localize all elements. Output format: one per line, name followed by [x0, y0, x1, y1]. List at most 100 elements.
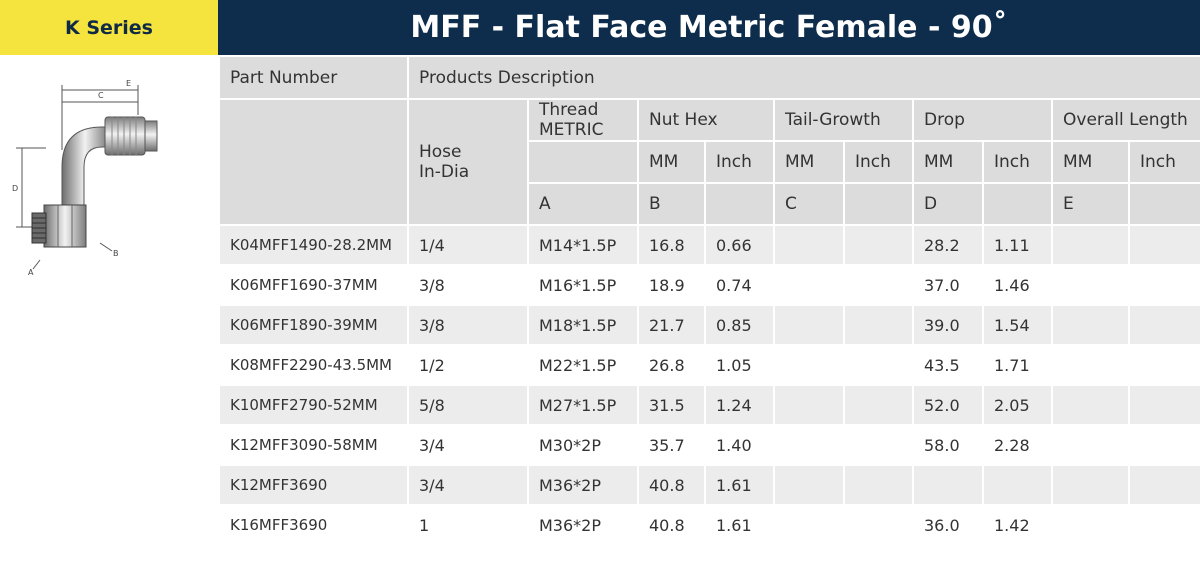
- elbow-fitting-diagram: E C D A B: [12, 79, 158, 277]
- header-nut-mm: MM: [637, 140, 706, 184]
- cell-nut-inch: 1.61: [704, 464, 775, 506]
- cell-part-number: K12MFF3690: [218, 464, 409, 506]
- cell-part-number: K10MFF2790-52MM: [218, 384, 409, 426]
- cell-length-inch: [1127, 224, 1200, 266]
- cell-length-mm: [1051, 344, 1130, 386]
- header-thread-metric: Thread METRIC: [527, 98, 639, 142]
- header-tail-inch: Inch: [843, 140, 914, 184]
- spec-table: Part Number Products Description Hose In…: [218, 55, 1200, 546]
- cell-thread: M36*2P: [527, 504, 639, 546]
- cell-drop-mm: 43.5: [912, 344, 984, 386]
- cell-thread: M16*1.5P: [527, 264, 639, 306]
- table-row: K06MFF1890-39MM 3/8 M18*1.5P 21.7 0.85 3…: [218, 304, 1200, 346]
- cell-drop-inch: 2.05: [982, 384, 1053, 426]
- table-row: K04MFF1490-28.2MM 1/4 M14*1.5P 16.8 0.66…: [218, 224, 1200, 266]
- cell-drop-inch: 1.11: [982, 224, 1053, 266]
- cell-nut-inch: 1.61: [704, 504, 775, 546]
- cell-nut-mm: 21.7: [637, 304, 706, 346]
- dim-a-label: A: [28, 268, 34, 277]
- cell-length-inch: [1127, 464, 1200, 506]
- cell-drop-mm: 58.0: [912, 424, 984, 466]
- cell-length-inch: [1127, 304, 1200, 346]
- cell-length-mm: [1051, 384, 1130, 426]
- cell-nut-inch: 0.66: [704, 224, 775, 266]
- page-title: MFF - Flat Face Metric Female - 90˚: [410, 10, 1008, 45]
- cell-drop-inch: 1.46: [982, 264, 1053, 306]
- header-letter-c-blank: [843, 182, 914, 226]
- cell-hose: 3/4: [407, 464, 529, 506]
- cell-length-mm: [1051, 424, 1130, 466]
- cell-tail-mm: [773, 304, 845, 346]
- cell-nut-inch: 1.05: [704, 344, 775, 386]
- cell-part-number: K08MFF2290-43.5MM: [218, 344, 409, 386]
- cell-nut-mm: 40.8: [637, 464, 706, 506]
- cell-nut-mm: 40.8: [637, 504, 706, 546]
- table-row: K12MFF3690 3/4 M36*2P 40.8 1.61: [218, 464, 1200, 506]
- cell-length-inch: [1127, 344, 1200, 386]
- header-products-description: Products Description: [406, 55, 1200, 100]
- cell-nut-mm: 31.5: [637, 384, 706, 426]
- table-body: K04MFF1490-28.2MM 1/4 M14*1.5P 16.8 0.66…: [218, 224, 1200, 546]
- cell-tail-mm: [773, 384, 845, 426]
- header-letter-d: D: [912, 182, 984, 226]
- dim-d-label: D: [12, 184, 18, 193]
- series-label: K Series: [65, 16, 153, 39]
- header-tail-mm: MM: [773, 140, 845, 184]
- cell-tail-inch: [843, 304, 914, 346]
- cell-tail-inch: [843, 344, 914, 386]
- header-hose-line1: Hose: [419, 142, 462, 162]
- header-letter-e: E: [1051, 182, 1130, 226]
- cell-drop-mm: 36.0: [912, 504, 984, 546]
- header-nut-hex: Nut Hex: [637, 98, 775, 142]
- cell-nut-inch: 0.74: [704, 264, 775, 306]
- cell-tail-inch: [843, 224, 914, 266]
- header-letter-b: B: [637, 182, 706, 226]
- cell-tail-mm: [773, 464, 845, 506]
- cell-tail-mm: [773, 344, 845, 386]
- cell-nut-mm: 35.7: [637, 424, 706, 466]
- cell-drop-inch: 1.42: [982, 504, 1053, 546]
- cell-length-inch: [1127, 384, 1200, 426]
- cell-tail-inch: [843, 424, 914, 466]
- dim-b-label: B: [113, 249, 119, 258]
- cell-length-inch: [1127, 504, 1200, 546]
- dim-e-label: E: [126, 79, 131, 88]
- header-letter-c: C: [773, 182, 845, 226]
- cell-tail-mm: [773, 504, 845, 546]
- series-badge: K Series: [0, 0, 218, 55]
- cell-thread: M36*2P: [527, 464, 639, 506]
- cell-part-number: K04MFF1490-28.2MM: [218, 224, 409, 266]
- cell-hose: 3/8: [407, 264, 529, 306]
- cell-hose: 1/4: [407, 224, 529, 266]
- cell-length-mm: [1051, 304, 1130, 346]
- cell-nut-mm: 16.8: [637, 224, 706, 266]
- header-thread-line2: METRIC: [539, 120, 604, 140]
- header-hose-in-dia: Hose In-Dia: [407, 98, 529, 226]
- cell-drop-inch: [982, 464, 1053, 506]
- cell-thread: M30*2P: [527, 424, 639, 466]
- table-row: K06MFF1690-37MM 3/8 M16*1.5P 18.9 0.74 3…: [218, 264, 1200, 306]
- cell-hose: 5/8: [407, 384, 529, 426]
- cell-part-number: K06MFF1890-39MM: [218, 304, 409, 346]
- header-drop: Drop: [912, 98, 1053, 142]
- header-nut-inch: Inch: [704, 140, 775, 184]
- header-letter-e-blank: [1127, 182, 1200, 226]
- header-letter-b-blank: [704, 182, 775, 226]
- header-part-number-blank: [218, 98, 409, 226]
- cell-length-mm: [1051, 264, 1130, 306]
- cell-length-inch: [1127, 424, 1200, 466]
- dim-c-label: C: [98, 91, 104, 100]
- cell-drop-mm: 37.0: [912, 264, 984, 306]
- fitting-drawing: E C D A B: [0, 55, 218, 295]
- cell-nut-inch: 1.24: [704, 384, 775, 426]
- cell-tail-inch: [843, 464, 914, 506]
- table-row: K12MFF3090-58MM 3/4 M30*2P 35.7 1.40 58.…: [218, 424, 1200, 466]
- header-part-number: Part Number: [218, 55, 409, 100]
- cell-part-number: K06MFF1690-37MM: [218, 264, 409, 306]
- cell-length-mm: [1051, 224, 1130, 266]
- cell-thread: M18*1.5P: [527, 304, 639, 346]
- cell-tail-mm: [773, 264, 845, 306]
- cell-hose: 3/8: [407, 304, 529, 346]
- header-drop-mm: MM: [912, 140, 984, 184]
- cell-length-mm: [1051, 464, 1130, 506]
